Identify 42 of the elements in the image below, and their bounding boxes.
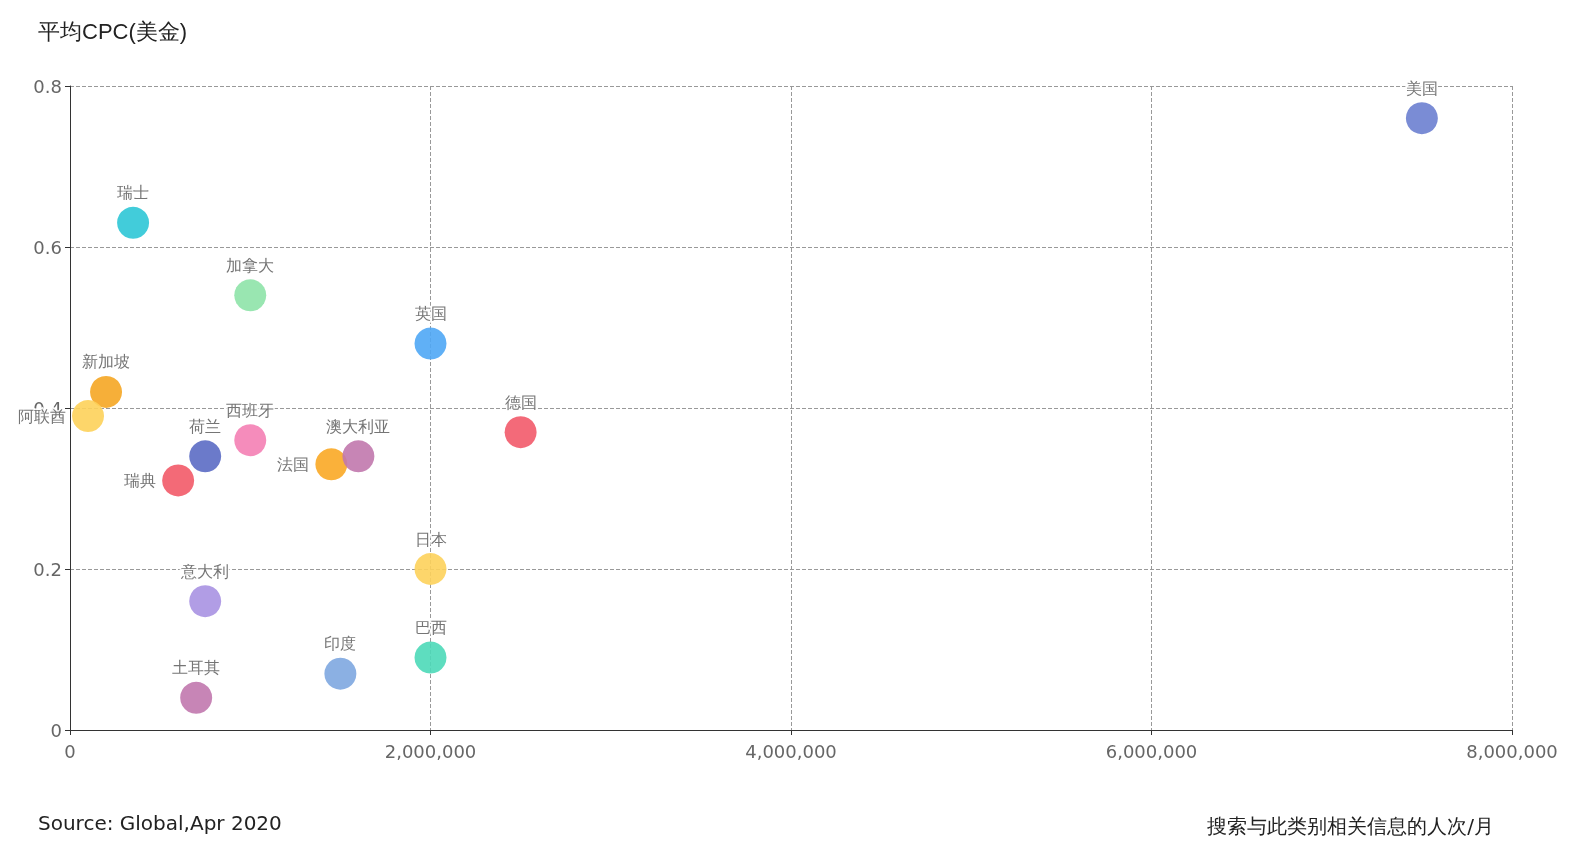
y-axis-title: 平均CPC(美金) (38, 18, 188, 44)
series-label: 新加坡 (82, 352, 131, 372)
point (162, 464, 195, 497)
point (234, 279, 267, 312)
source-note: Source: Global,Apr 2020 (38, 811, 282, 835)
series-label: 荷兰 (189, 416, 222, 436)
point (414, 553, 447, 585)
series-label: 英国 (414, 304, 447, 324)
point (90, 375, 123, 408)
series-label: 瑞士 (117, 183, 150, 203)
point (315, 448, 348, 481)
point (72, 400, 105, 433)
y-tick-label: 0.8 (33, 75, 62, 97)
point (504, 416, 537, 449)
series-label: 瑞典 (124, 470, 157, 490)
series-label: 巴西 (414, 618, 447, 638)
point (189, 440, 222, 473)
series-label: 澳大利亚 (326, 416, 391, 436)
series-label: 法国 (277, 454, 310, 474)
point (180, 681, 213, 714)
y-tick-label: 0.2 (33, 558, 62, 580)
series-label: 加拿大 (226, 255, 275, 275)
series-label: 德国 (504, 392, 537, 412)
point (117, 206, 150, 239)
series-label: 印度 (324, 634, 357, 654)
y-tick-label: 0.6 (33, 236, 62, 258)
x-axis-title: 搜索与此类别相关信息的人次/月 (1207, 814, 1495, 838)
series-label: 日本 (414, 529, 447, 549)
point (324, 657, 357, 690)
x-tick-label: 2,000,000 (384, 740, 477, 762)
point (234, 424, 267, 457)
x-tick-label: 4,000,000 (745, 740, 837, 762)
point (1405, 102, 1438, 135)
series-label: 土耳其 (172, 658, 221, 678)
x-tick-label: 6,000,000 (1105, 740, 1198, 762)
x-tick-label: 0 (64, 740, 76, 762)
x-tick-label: 8,000,000 (1466, 740, 1558, 762)
point (342, 440, 375, 473)
point (414, 641, 447, 674)
point (189, 585, 222, 618)
y-tick-label: 0 (50, 719, 62, 741)
point (414, 327, 447, 360)
